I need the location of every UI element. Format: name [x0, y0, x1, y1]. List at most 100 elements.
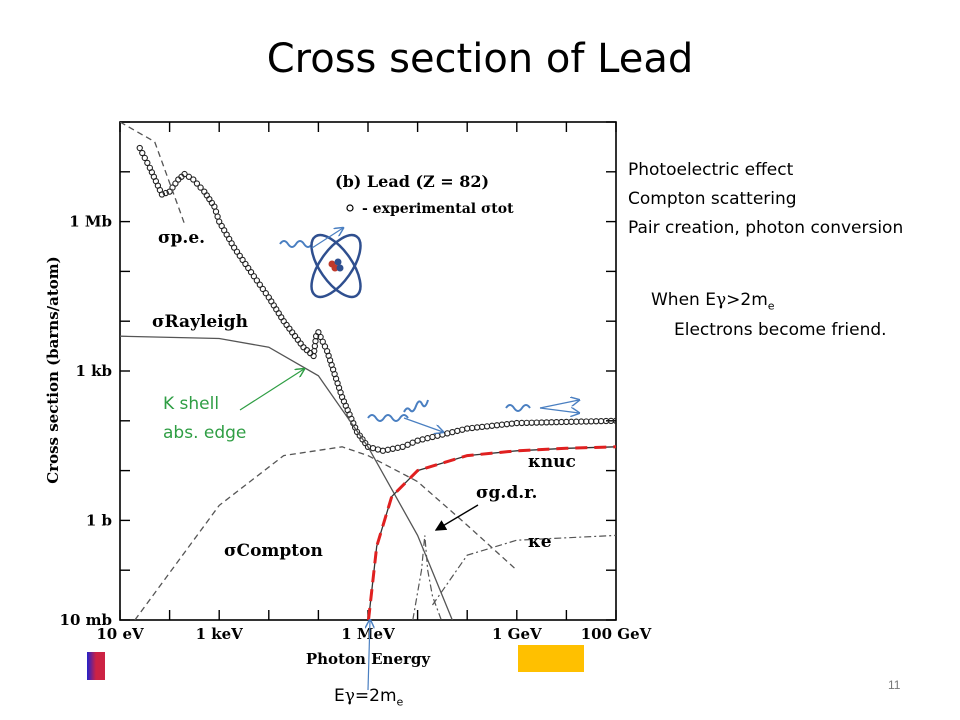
data-point — [429, 433, 436, 441]
data-point — [236, 252, 243, 259]
data-point — [162, 189, 169, 197]
data-point — [399, 443, 406, 450]
data-point — [311, 342, 319, 350]
data-point — [193, 180, 201, 187]
note-threshold: When Eγ>2me — [651, 290, 775, 312]
data-point — [473, 424, 481, 431]
data-point — [190, 176, 197, 183]
y-tick-labels: 10 mb 1 b 1 kb 1 Mb — [60, 213, 112, 629]
series-line — [134, 446, 518, 620]
data-point — [253, 277, 261, 284]
kshell-arrow — [239, 369, 304, 411]
annotation-knuc: κnuc — [528, 452, 576, 472]
data-point — [172, 180, 179, 187]
note-kshell-1: K shell — [163, 394, 220, 414]
threshold-sub: e — [767, 299, 775, 313]
gdr-arrow — [434, 504, 479, 531]
series-group — [120, 122, 616, 620]
data-point — [612, 417, 616, 424]
data-point — [508, 420, 515, 427]
series-line — [120, 122, 186, 225]
page-number: 11 — [888, 678, 901, 692]
y-tick-label: 10 mb — [60, 611, 112, 629]
data-point — [493, 422, 501, 429]
data-point — [503, 421, 511, 428]
annotation-ke: κe — [528, 532, 552, 552]
color-swatch-gradient — [87, 652, 105, 680]
x-tick-label: 10 eV — [96, 625, 144, 643]
data-point — [181, 170, 188, 178]
series-line — [120, 335, 453, 620]
data-point — [444, 430, 451, 437]
series-line — [432, 534, 616, 606]
series-line-knuc-highlight — [367, 445, 616, 620]
data-point — [459, 426, 466, 433]
data-point — [454, 427, 461, 435]
annotation-gdr: σg.d.r. — [476, 483, 537, 503]
note-bottom-threshold: Eγ=2me — [334, 686, 403, 708]
data-point — [488, 422, 496, 429]
data-point — [389, 445, 396, 452]
data-point — [230, 244, 238, 251]
data-point — [404, 441, 411, 448]
legend-label: - experimental σtot — [362, 201, 514, 217]
data-point — [434, 432, 441, 439]
data-point — [419, 436, 426, 443]
threshold-arrow — [368, 620, 370, 691]
data-point — [303, 347, 310, 354]
data-point — [409, 439, 416, 446]
data-point — [310, 352, 317, 360]
threshold-mid: >2m — [726, 290, 768, 310]
chart-title: (b) Lead (Z = 82) — [335, 172, 489, 191]
x-tick-label: 100 GeV — [581, 625, 652, 643]
slide-title: Cross section of Lead — [266, 36, 694, 82]
data-point — [469, 424, 476, 432]
pair-creation-icon — [505, 400, 579, 413]
data-point — [158, 191, 166, 198]
data-point — [242, 260, 249, 268]
data-point — [250, 273, 258, 280]
data-point — [394, 444, 401, 451]
note-pair: Pair creation, photon conversion — [628, 218, 904, 238]
note-kshell-2: abs. edge — [163, 423, 247, 443]
color-swatch-gold — [518, 645, 584, 672]
data-point — [374, 446, 382, 453]
data-point — [247, 268, 255, 276]
data-point — [197, 184, 204, 191]
x-tick-labels: 10 eV 1 keV 1 MeV 1 GeV 100 GeV — [96, 625, 651, 643]
annotation-rayleigh: σRayleigh — [152, 312, 248, 332]
data-point — [245, 264, 252, 272]
data-point — [312, 337, 319, 345]
data-point — [262, 290, 269, 297]
y-axis-label: Cross section (barns/atom) — [44, 256, 62, 484]
data-point — [259, 285, 266, 293]
data-point — [136, 144, 143, 152]
bottom-gamma: γ — [344, 686, 355, 706]
data-point — [449, 428, 456, 436]
data-point — [384, 446, 392, 453]
bottom-mid: =2m — [354, 686, 397, 706]
data-point — [414, 437, 421, 444]
data-point — [239, 256, 246, 264]
series-line — [412, 535, 442, 620]
data-point — [214, 213, 221, 220]
data-point — [483, 423, 491, 430]
bottom-sub: e — [396, 695, 404, 709]
note-photoelectric: Photoelectric effect — [628, 160, 794, 180]
bottom-prefix: E — [334, 686, 345, 706]
legend-marker — [346, 204, 354, 212]
annotation-pe: σp.e. — [158, 228, 205, 248]
axis-ticks — [119, 121, 617, 621]
y-tick-label: 1 kb — [75, 362, 112, 380]
data-point — [300, 344, 307, 351]
x-tick-label: 1 keV — [196, 625, 244, 643]
data-point — [256, 281, 263, 288]
compton-scatter-icon — [367, 399, 443, 432]
x-tick-label: 1 GeV — [492, 625, 542, 643]
data-point — [439, 431, 446, 438]
atom-icon — [279, 227, 362, 299]
threshold-gamma: γ — [715, 290, 727, 310]
note-friend: Electrons become friend. — [674, 320, 887, 340]
x-tick-label: 1 MeV — [341, 625, 395, 643]
threshold-prefix: When E — [651, 290, 716, 310]
